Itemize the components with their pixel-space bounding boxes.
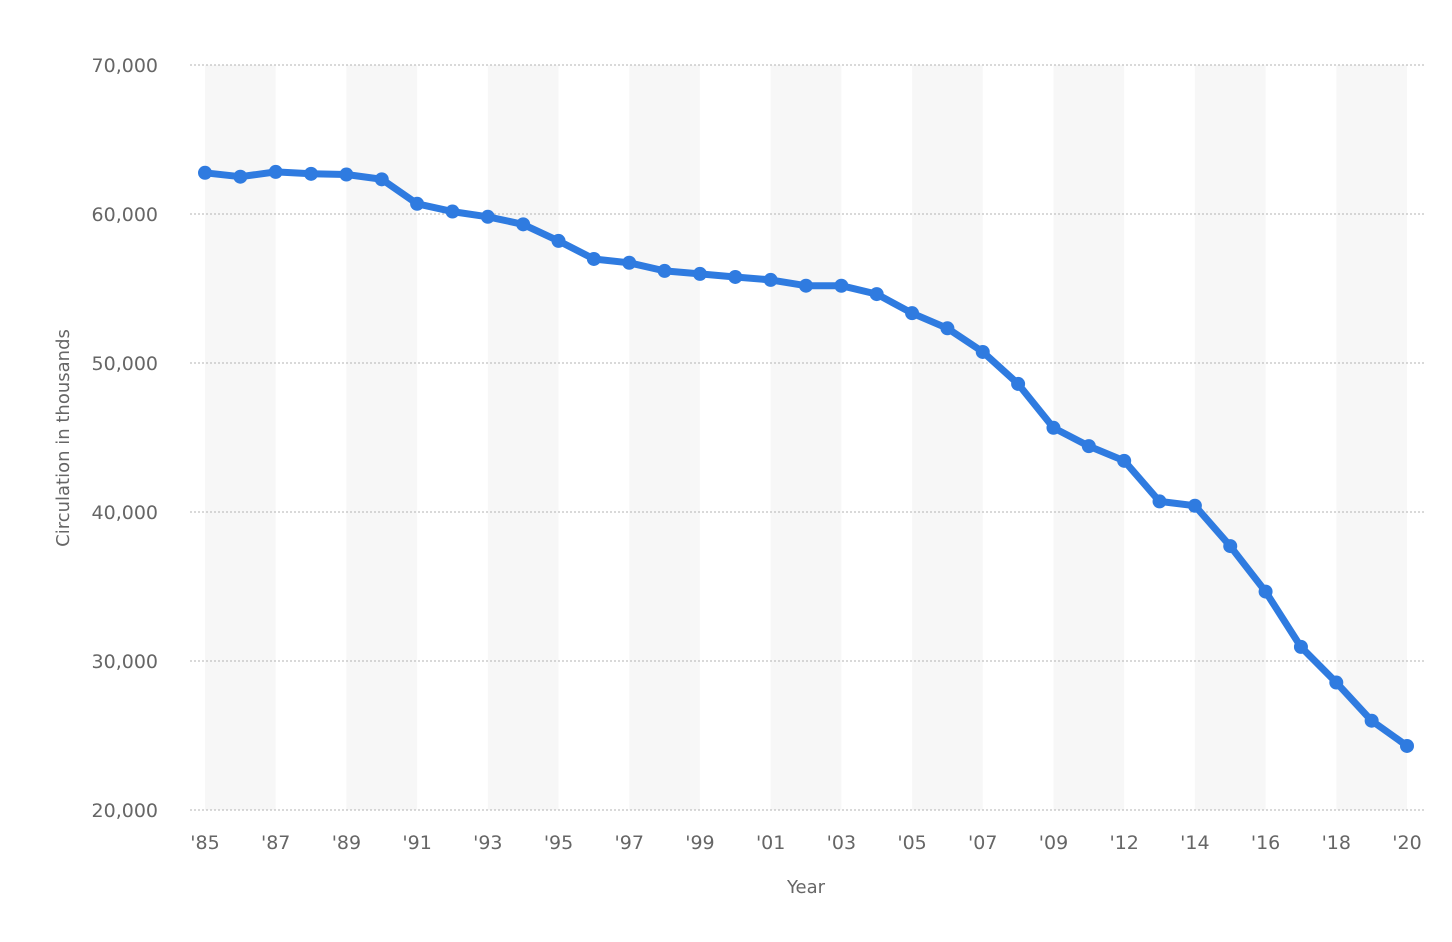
data-point[interactable] <box>586 251 601 266</box>
y-tick-label: 60,000 <box>92 204 158 226</box>
x-axis-title: Year <box>786 877 826 898</box>
x-tick-label: '89 <box>332 832 361 854</box>
data-point[interactable] <box>1046 420 1061 435</box>
background-band <box>1336 65 1407 810</box>
x-tick-label: '09 <box>1039 832 1068 854</box>
gridlines <box>190 64 1424 811</box>
x-tick-label: '87 <box>261 832 290 854</box>
data-point[interactable] <box>198 165 212 180</box>
data-point[interactable] <box>1011 376 1026 391</box>
y-axis-title: Circulation in thousands <box>53 329 74 547</box>
y-axis-ticks: 20,000 30,000 40,000 50,000 60,000 70,000 <box>92 55 158 822</box>
data-point[interactable] <box>374 172 389 187</box>
background-bands <box>205 65 1407 810</box>
y-tick-label: 40,000 <box>92 502 158 524</box>
data-point[interactable] <box>1152 494 1167 509</box>
data-point[interactable] <box>1364 713 1379 728</box>
x-tick-label: '18 <box>1322 832 1351 854</box>
data-point[interactable] <box>1117 453 1132 468</box>
y-tick-label: 20,000 <box>92 800 158 822</box>
data-point[interactable] <box>480 209 495 224</box>
x-tick-label: '95 <box>544 832 573 854</box>
data-point[interactable] <box>869 287 884 302</box>
data-point[interactable] <box>799 278 813 293</box>
data-point[interactable] <box>516 217 531 232</box>
data-point[interactable] <box>657 263 672 278</box>
data-point[interactable] <box>1081 439 1096 454</box>
x-tick-label: '12 <box>1109 832 1138 854</box>
data-point[interactable] <box>940 321 955 336</box>
background-band <box>487 65 559 810</box>
data-point[interactable] <box>728 269 743 284</box>
x-axis-ticks: '85 '87 '89 '91 '93 '95 '97 '99 '01 '03 '05 '07 '09 '… <box>190 832 1421 854</box>
data-point[interactable] <box>233 169 248 184</box>
data-point[interactable] <box>692 266 707 281</box>
data-point[interactable] <box>975 344 990 359</box>
x-tick-label: '16 <box>1251 832 1280 854</box>
x-tick-label: '97 <box>615 832 644 854</box>
background-band <box>1194 65 1266 810</box>
data-point[interactable] <box>268 164 283 179</box>
data-point[interactable] <box>1293 639 1308 654</box>
x-tick-label: '03 <box>827 832 856 854</box>
x-tick-label: '01 <box>756 832 785 854</box>
data-point[interactable] <box>1400 738 1414 753</box>
data-point[interactable] <box>1258 584 1273 599</box>
x-tick-label: '07 <box>968 832 997 854</box>
background-band <box>346 65 418 810</box>
y-tick-label: 70,000 <box>92 55 158 77</box>
y-tick-label: 50,000 <box>92 353 158 375</box>
data-point[interactable] <box>1187 498 1202 513</box>
x-tick-label: '93 <box>473 832 502 854</box>
series-group <box>198 164 1414 753</box>
data-point[interactable] <box>410 196 425 211</box>
data-point[interactable] <box>622 255 637 270</box>
background-band <box>770 65 842 810</box>
data-point[interactable] <box>763 272 778 287</box>
data-point[interactable] <box>834 278 849 293</box>
data-point[interactable] <box>905 306 920 321</box>
data-point[interactable] <box>1223 539 1238 554</box>
data-point[interactable] <box>445 204 460 219</box>
background-band <box>912 65 983 810</box>
data-point[interactable] <box>339 167 354 182</box>
x-tick-label: '20 <box>1392 832 1421 854</box>
x-tick-label: '85 <box>190 832 219 854</box>
x-tick-label: '91 <box>402 832 431 854</box>
background-band <box>629 65 700 810</box>
data-point[interactable] <box>1329 675 1344 690</box>
x-tick-label: '99 <box>685 832 714 854</box>
background-band <box>1053 65 1125 810</box>
y-tick-label: 30,000 <box>92 651 158 673</box>
x-tick-label: '05 <box>897 832 926 854</box>
x-tick-label: '14 <box>1180 832 1209 854</box>
data-point[interactable] <box>551 233 566 248</box>
background-band <box>205 65 276 810</box>
data-point[interactable] <box>304 166 319 181</box>
